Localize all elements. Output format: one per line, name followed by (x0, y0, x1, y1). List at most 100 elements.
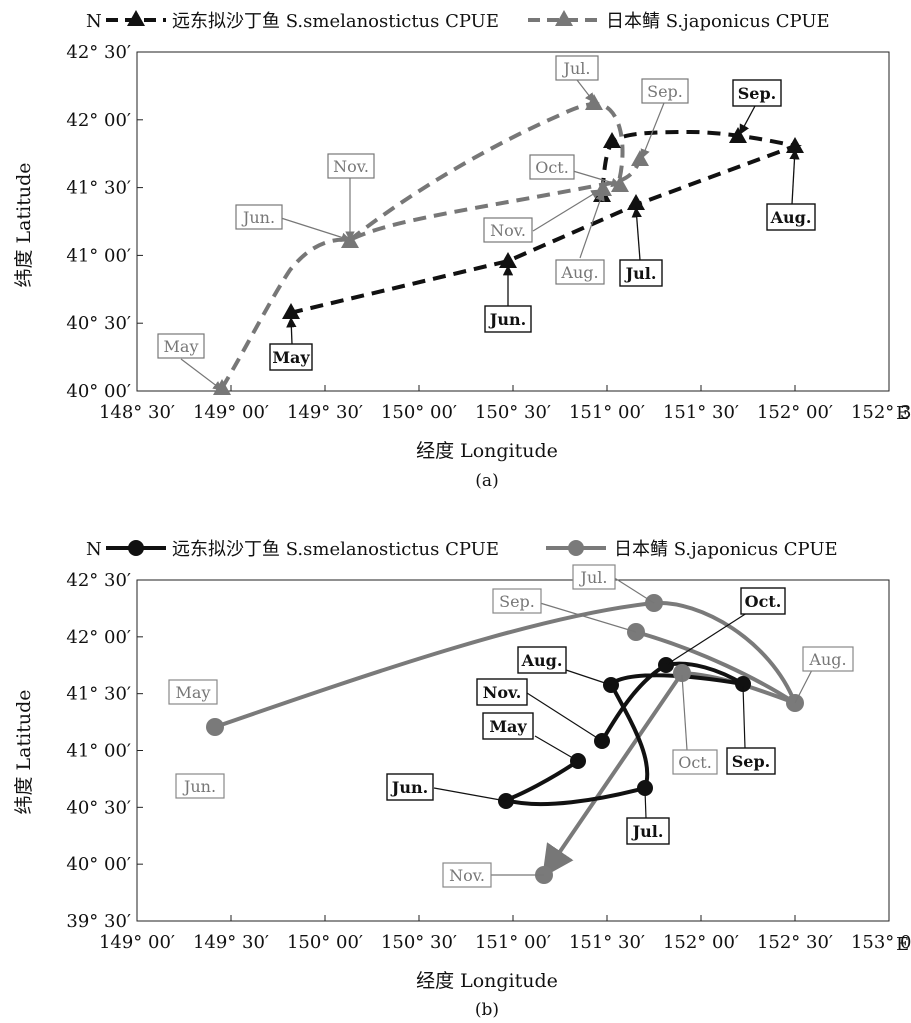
label-a-mackerel-nov: Nov. (333, 157, 369, 176)
label-b-sardine-sep: Sep. (732, 752, 771, 771)
panel-a-legend-series-2: 日本鲭 S.japonicus CPUE (606, 11, 830, 32)
panel-a-x-axis-title: 经度 Longitude (416, 440, 558, 462)
x-tick-label: 149° 30′ (287, 402, 363, 423)
marker-a-sardine-oct (603, 132, 621, 148)
y-tick-label: 40° 00′ (66, 381, 131, 402)
label-a-sardine-nov: Nov. (490, 221, 526, 240)
marker-a-sardine-may (282, 303, 300, 319)
y-tick-label: 42° 30′ (66, 570, 131, 591)
panel-a-x-ticks: 148° 30′ 149° 00′ 149° 30′ 150° 00′ 150° 30′… (99, 385, 911, 423)
panel-a-legend-series-1: 远东拟沙丁鱼 S.smelanostictus CPUE (172, 11, 499, 32)
label-b-mackerel-oct: Oct. (678, 753, 712, 772)
label-a-mackerel-jun: Jun. (241, 208, 275, 227)
panel-a-legend: N 远东拟沙丁鱼 S.smelanostictus CPUE 日本鲭 S.jap… (86, 10, 830, 32)
label-a-mackerel-sep: Sep. (647, 82, 683, 101)
y-tick-label: 41° 00′ (66, 245, 131, 266)
label-b-mackerel-aug: Aug. (808, 650, 846, 669)
x-tick-label: 150° 00′ (287, 932, 363, 953)
panel-b-y-ticks: 39° 30′ 40° 00′ 40° 30′ 41° 00′ 41° 30′ 42° 0… (66, 570, 143, 932)
legend-triangle-gray (555, 10, 573, 26)
y-tick-label: 40° 30′ (66, 313, 131, 334)
panel-b-labels: May Jun. Jul. Aug. Sep. Oct. Nov. May J (168, 564, 854, 888)
y-tick-label: 41° 00′ (66, 741, 131, 762)
legend-circle-black (128, 540, 144, 556)
label-b-sardine-jun: Jun. (390, 778, 428, 797)
x-tick-label: 150° 30′ (475, 402, 551, 423)
label-b-mackerel-jun: Jun. (182, 777, 216, 796)
x-tick-label: 152° 00′ (757, 402, 833, 423)
y-tick-label: 39° 30′ (66, 911, 131, 932)
label-b-mackerel-sep: Sep. (499, 592, 535, 611)
marker-a-sardine-jun (499, 252, 517, 268)
label-b-mackerel-nov: Nov. (449, 866, 485, 885)
x-tick-label: 151° 00′ (475, 932, 551, 953)
marker-a-sardine-jul (627, 194, 645, 210)
x-tick-label: 149° 00′ (99, 932, 175, 953)
label-a-mackerel-oct: Oct. (535, 158, 569, 177)
panel-a-tracks (220, 102, 802, 390)
panel-a-label: (a) (475, 471, 498, 491)
label-b-sardine-oct: Oct. (745, 592, 782, 611)
label-b-sardine-may: May (489, 717, 527, 736)
y-tick-label: 41° 30′ (66, 684, 131, 705)
label-a-sardine-may: May (272, 348, 310, 367)
label-a-mackerel-jul: Jul. (562, 59, 591, 78)
x-tick-label: 151° 30′ (569, 932, 645, 953)
panel-b-legend-series-1: 远东拟沙丁鱼 S.smelanostictus CPUE (172, 539, 499, 560)
x-tick-label: 151° 00′ (569, 402, 645, 423)
panel-a-labels: May Jun. Jul. Aug. Sep. May Jun. Jul. (157, 55, 816, 391)
marker-a-mackerel-may (213, 379, 231, 395)
marker-b-mackerel-may (206, 718, 224, 736)
north-label: N (86, 11, 102, 32)
label-b-sardine-nov: Nov. (483, 683, 522, 702)
y-tick-label: 40° 30′ (66, 797, 131, 818)
marker-b-sardine-jul (637, 780, 653, 796)
label-a-sardine-aug: Aug. (770, 208, 812, 227)
marker-a-sardine-sep (729, 127, 747, 143)
panel-b-sardine-track (499, 661, 745, 807)
x-tick-label: 149° 30′ (193, 932, 269, 953)
marker-b-mackerel-oct (673, 664, 691, 682)
panel-a-chart: N 远东拟沙丁鱼 S.smelanostictus CPUE 日本鲭 S.jap… (13, 10, 911, 491)
panel-b-y-axis-title: 纬度 Latitude (13, 690, 35, 815)
panel-a-mackerel-track (220, 102, 642, 390)
label-a-mackerel-may: May (164, 337, 199, 356)
label-a-mackerel-aug: Aug. (560, 263, 598, 282)
label-a-sardine-jun: Jun. (488, 310, 526, 329)
panel-b-east-label: E (896, 934, 909, 955)
panel-b-markers-mackerel (206, 594, 804, 884)
label-b-sardine-aug: Aug. (521, 651, 563, 670)
x-tick-label: 148° 30′ (99, 402, 175, 423)
label-b-mackerel-may: May (176, 683, 211, 702)
x-tick-label: 152° 30′ (851, 402, 911, 423)
label-a-sardine-sep: Sep. (738, 84, 777, 103)
panel-b-legend: N 远东拟沙丁鱼 S.smelanostictus CPUE 日本鲭 S.jap… (86, 539, 838, 560)
y-tick-label: 41° 30′ (66, 178, 131, 199)
y-tick-label: 42° 00′ (66, 110, 131, 131)
panel-a-y-ticks: 40° 00′ 40° 30′ 41° 00′ 41° 30′ 42° 00′ 42° 3… (66, 42, 143, 402)
label-a-sardine-jul: Jul. (624, 264, 657, 283)
panel-b-chart: N 远东拟沙丁鱼 S.smelanostictus CPUE 日本鲭 S.jap… (13, 539, 911, 1020)
panel-a-y-axis-title: 纬度 Latitude (13, 163, 35, 288)
x-tick-label: 150° 30′ (381, 932, 457, 953)
x-tick-label: 149° 00′ (193, 402, 269, 423)
label-b-mackerel-jul: Jul. (579, 568, 608, 587)
y-tick-label: 42° 00′ (66, 627, 131, 648)
panel-a-east-label: E (896, 403, 909, 424)
x-tick-label: 150° 00′ (381, 402, 457, 423)
x-tick-label: 153° 00′ (851, 932, 911, 953)
panel-b-x-axis-title: 经度 Longitude (416, 970, 558, 992)
x-tick-label: 152° 30′ (757, 932, 833, 953)
legend-circle-gray (568, 540, 584, 556)
x-tick-label: 152° 00′ (663, 932, 739, 953)
north-label-b: N (86, 539, 102, 560)
legend-triangle-black (127, 10, 145, 26)
panel-b-mackerel-track (214, 600, 800, 729)
y-tick-label: 40° 00′ (66, 854, 131, 875)
x-tick-label: 151° 30′ (663, 402, 739, 423)
panel-b-x-ticks: 149° 00′ 149° 30′ 150° 00′ 150° 30′ 151° 00′… (99, 915, 911, 953)
y-tick-label: 42° 30′ (66, 42, 131, 63)
panel-b-legend-series-2: 日本鲭 S.japonicus CPUE (614, 539, 838, 560)
marker-a-mackerel-sep (631, 150, 649, 166)
